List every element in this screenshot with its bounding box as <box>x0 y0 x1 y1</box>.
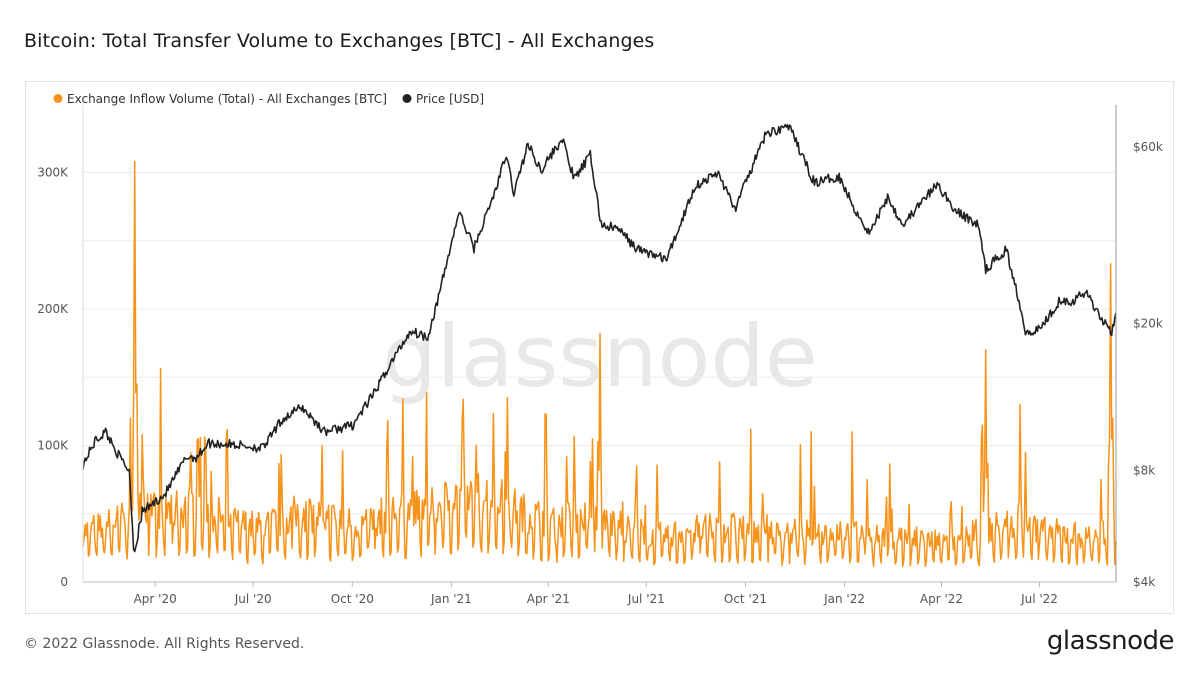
x-tick-label-8: Apr '22 <box>920 592 963 606</box>
series-line-inflow <box>82 160 1117 568</box>
x-tick-label-9: Jul '22 <box>1020 592 1058 606</box>
legend-item-inflow[interactable]: Exchange Inflow Volume (Total) - All Exc… <box>53 92 387 106</box>
series-layer <box>82 123 1117 568</box>
x-tick-label-6: Oct '21 <box>724 592 767 606</box>
y-right-tick-label-2: $20k <box>1133 316 1163 330</box>
x-tick-label-4: Apr '21 <box>527 592 570 606</box>
legend-marker-price <box>402 94 412 103</box>
y-right-tick-label-3: $60k <box>1133 140 1163 154</box>
x-tick-label-5: Jul '21 <box>627 592 665 606</box>
x-tick-label-7: Jan '22 <box>823 592 865 606</box>
legend-label-price: Price [USD] <box>416 92 484 106</box>
x-tick-label-0: Apr '20 <box>134 592 177 606</box>
axes: 0 100K 200K 300K $4k $8k $20k $60k Apr '20 Jul '2… <box>37 105 1163 606</box>
legend-marker-inflow <box>53 94 63 103</box>
y-left-tick-label-0: 0 <box>60 575 68 589</box>
legend-item-price[interactable]: Price [USD] <box>402 92 485 106</box>
y-left-tick-label-2: 200K <box>37 302 69 316</box>
chart-title: Bitcoin: Total Transfer Volume to Exchan… <box>24 30 655 52</box>
y-right-tick-label-1: $8k <box>1133 464 1155 478</box>
x-tick-label-2: Oct '20 <box>331 592 374 606</box>
legend-label-inflow: Exchange Inflow Volume (Total) - All Exc… <box>67 92 387 106</box>
x-tick-label-1: Jul '20 <box>234 592 272 606</box>
y-left-tick-label-3: 300K <box>37 165 69 179</box>
legend: Exchange Inflow Volume (Total) - All Exc… <box>53 92 485 106</box>
x-tick-label-3: Jan '21 <box>430 592 472 606</box>
chart-frame <box>25 81 1174 614</box>
series-line-price <box>82 123 1117 553</box>
copyright-text: © 2022 Glassnode. All Rights Reserved. <box>24 636 305 652</box>
y-right-tick-label-0: $4k <box>1133 575 1155 589</box>
y-left-tick-label-1: 100K <box>37 438 69 452</box>
glassnode-logo[interactable]: glassnode <box>1046 626 1175 656</box>
